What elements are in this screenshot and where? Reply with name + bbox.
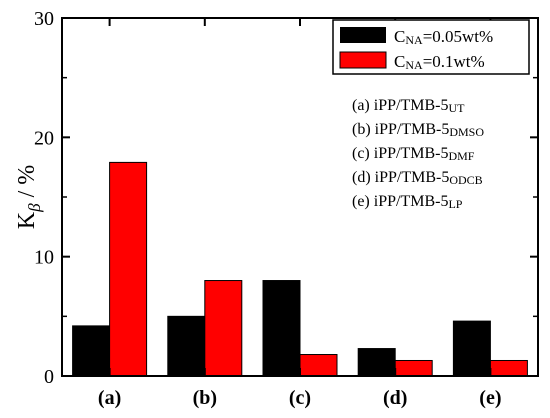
legend-label-series-1-main: C	[394, 27, 405, 46]
y-axis-label-sub: β	[25, 203, 44, 213]
x-tick-label: (d)	[383, 387, 407, 409]
y-tick-label: 30	[34, 8, 54, 30]
x-tick-label: (e)	[479, 387, 501, 409]
note-b: (b) iPP/TMB-5DMSO	[352, 121, 484, 139]
legend-label-series-2-main: C	[394, 52, 405, 71]
x-tick-label: (c)	[289, 387, 311, 409]
bar-series-1-2	[167, 315, 206, 377]
note-c: (c) iPP/TMB-5DMF	[352, 145, 475, 163]
axes-layer: 0 10 20 30 (a) (b) (c) (d) (e)	[34, 8, 538, 409]
bar-series-1-4	[357, 348, 396, 377]
y-axis-label-rest: / %	[14, 165, 40, 204]
bar-series-2-1	[109, 161, 148, 377]
legend-label-series-1-sub: NA	[405, 33, 423, 47]
legend-label-series-2: CNA=0.1wt%	[394, 52, 485, 72]
y-axis-label: Kβ / %	[14, 165, 44, 229]
y-tick-label: 20	[34, 127, 54, 149]
legend-swatch-series-2	[339, 51, 387, 69]
note-e-main: (e) iPP/TMB-5	[352, 193, 448, 210]
legend-label-series-1: CNA=0.05wt%	[394, 27, 493, 47]
y-tick-label: 0	[44, 366, 54, 388]
note-c-main: (c) iPP/TMB-5	[352, 145, 448, 162]
bar-series-2-2	[204, 280, 243, 377]
note-a: (a) iPP/TMB-5UT	[352, 97, 465, 115]
bar-series-2-4	[394, 359, 433, 377]
y-tick-label: 10	[34, 247, 54, 269]
legend-swatch-series-1	[340, 27, 386, 43]
bar-series-2-3	[299, 354, 338, 377]
bar-series-2-5	[489, 359, 528, 377]
note-e: (e) iPP/TMB-5LP	[352, 193, 463, 211]
x-tick-label: (b)	[193, 387, 217, 409]
note-b-sub: DMSO	[449, 125, 484, 139]
x-tick-label: (a)	[98, 387, 121, 409]
bars-layer	[72, 161, 528, 377]
bar-series-1-5	[452, 320, 491, 377]
note-d: (d) iPP/TMB-5ODCB	[352, 169, 483, 187]
note-b-main: (b) iPP/TMB-5	[352, 121, 449, 138]
note-e-sub: LP	[448, 197, 462, 211]
legend-label-series-2-rest: =0.1wt%	[423, 52, 485, 71]
note-a-sub: UT	[448, 101, 465, 115]
note-c-sub: DMF	[448, 149, 474, 163]
bar-series-1-3	[262, 280, 301, 377]
note-d-main: (d) iPP/TMB-5	[352, 169, 449, 186]
y-axis-label-main: K	[14, 211, 40, 229]
legend-label-series-1-rest: =0.05wt%	[423, 27, 494, 46]
bar-series-1-1	[72, 325, 111, 377]
legend-label-series-2-sub: NA	[405, 58, 423, 72]
note-a-main: (a) iPP/TMB-5	[352, 97, 448, 114]
legend: CNA=0.05wt% CNA=0.1wt%	[332, 19, 530, 75]
sample-notes: (a) iPP/TMB-5UT (b) iPP/TMB-5DMSO (c) iP…	[352, 97, 484, 211]
note-d-sub: ODCB	[449, 173, 482, 187]
